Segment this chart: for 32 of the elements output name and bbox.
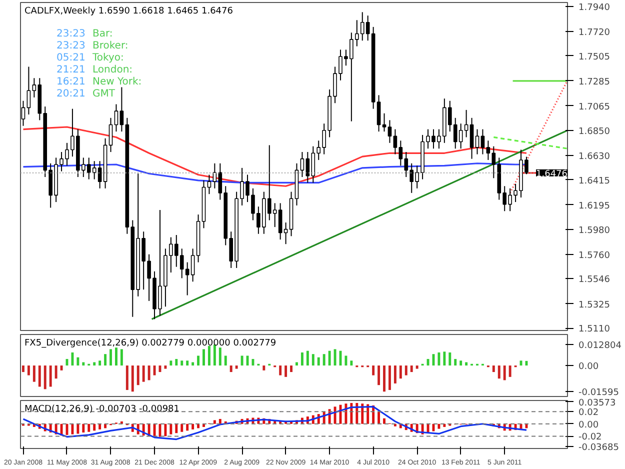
y-tick-label: 0.02 — [578, 408, 599, 418]
y-tick-label: 1.6850 — [578, 126, 610, 137]
y-tick-label: 1.5110 — [578, 324, 610, 335]
annotation: 21:21 London: — [56, 64, 133, 76]
text: FX5_Divergence(12,26,9) 0.002779 0.000000 0.002779 — [24, 338, 276, 348]
text: MACD(12,26,9) -0.00703 -0.00981 — [24, 404, 180, 414]
y-tick-label: 1.7065 — [578, 102, 610, 112]
annotation: 23:23 Broker: — [56, 40, 128, 52]
annotation: 23:23 Bar: — [56, 28, 113, 40]
y-tick-label: 1.7720 — [578, 28, 610, 38]
annotation: 16:21 New York: — [56, 76, 142, 88]
y-tick-label: 0.00 — [578, 362, 599, 372]
y-tick-label: 1.7285 — [578, 77, 610, 88]
y-tick-label: 0.03573 — [578, 398, 616, 408]
y-tick-label: -0.03685 — [578, 443, 619, 454]
y-tick-label: -0.02 — [578, 432, 602, 443]
y-tick-label: 1.5760 — [578, 250, 610, 261]
y-tick-label: -0.01595 — [578, 388, 619, 398]
y-tick-label: 1.5980 — [578, 226, 610, 236]
y-tick-label: 1.6195 — [578, 201, 610, 212]
annotation: 20:21 GMT — [56, 88, 116, 100]
y-tick-label: 1.5325 — [578, 300, 610, 310]
text: CADLFX,Weekly 1.6590 1.6618 1.6465 1.6476 — [24, 6, 234, 16]
ref-line-label: 1.6476 — [536, 169, 568, 180]
y-tick-label: 1.7505 — [578, 52, 610, 62]
y-tick-label: 1.7940 — [578, 2, 610, 13]
y-tick-label: 1.5546 — [578, 275, 610, 286]
y-tick-label: 1.6630 — [578, 152, 610, 162]
y-tick-label: 0.012804 — [578, 341, 622, 352]
y-tick-label: 1.6415 — [578, 176, 610, 186]
y-tick-label: 0.00 — [578, 420, 599, 430]
annotation: 05:21 Tokyo: — [56, 52, 124, 64]
